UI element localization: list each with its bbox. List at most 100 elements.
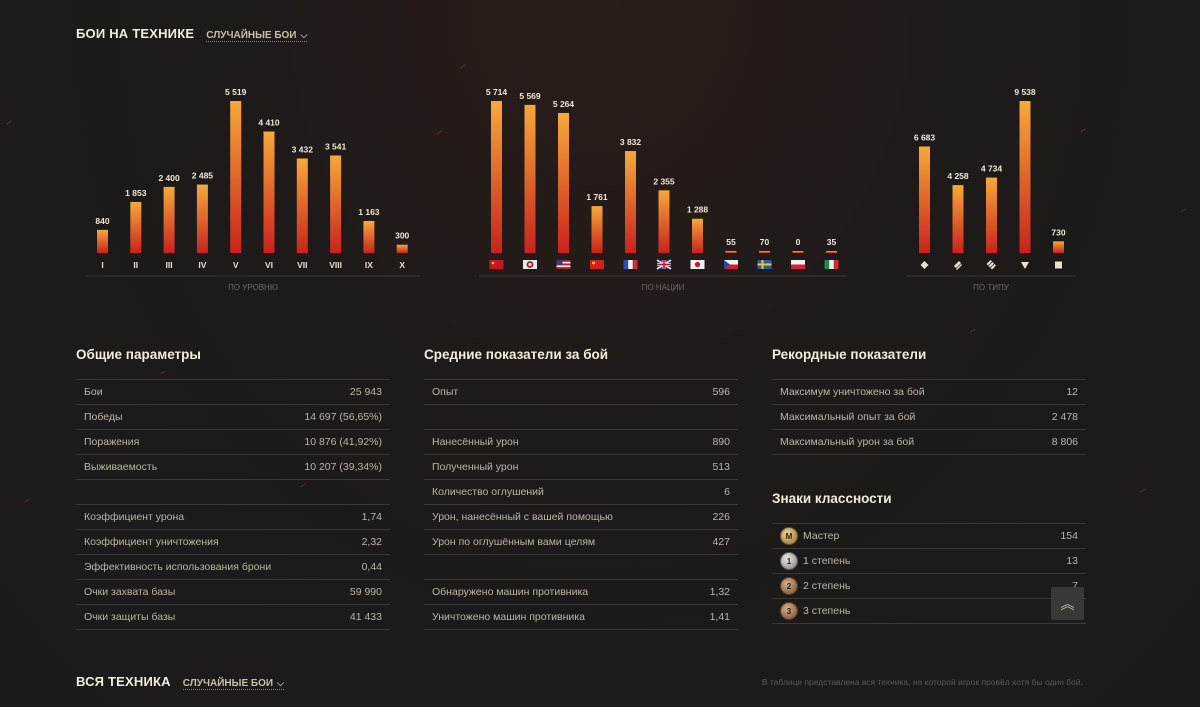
class-2-badge-icon: 2: [780, 577, 798, 595]
chart-bar[interactable]: [759, 251, 770, 253]
chart-bar[interactable]: [491, 101, 502, 253]
chart-bar[interactable]: [658, 190, 670, 253]
row-spacer: [424, 555, 738, 580]
mastery-row: 2 2 степень 7: [772, 574, 1086, 599]
stat-value: 10 876 (41,92%): [304, 436, 382, 448]
japan-flag: [690, 260, 705, 269]
stat-label: Максимальный опыт за бой: [780, 411, 916, 423]
ember-decoration: [6, 120, 12, 125]
stat-row: Эффективность использования брони 0,44: [76, 555, 390, 580]
chart-bar[interactable]: [591, 206, 603, 253]
bar-value-label: 2 355: [653, 176, 675, 186]
bar-value-label: 1 853: [125, 188, 147, 198]
stat-label: Обнаружено машин противника: [432, 586, 589, 598]
tier-chart-svg: 840 I 1 853 II 2 400 III 2 485 IV 5 519 V 4 410 VI 3…: [86, 87, 420, 277]
chart-bar[interactable]: [1053, 241, 1064, 253]
chart-bar[interactable]: [558, 112, 569, 253]
chart-caption: ПО УРОВНЮ: [228, 283, 278, 292]
stat-value: 12: [1066, 386, 1078, 398]
stat-value: 6: [724, 486, 730, 498]
chart-bar[interactable]: [396, 244, 408, 253]
sweden-flag: [757, 260, 772, 269]
chart-caption: ПО ТИПУ: [973, 283, 1009, 292]
tier-tick-label: IX: [365, 260, 373, 270]
stat-value: 513: [712, 461, 730, 473]
chart-bar[interactable]: [919, 146, 930, 253]
mastery-row: 1 1 степень 13: [772, 549, 1086, 574]
bar-value-label: 5 714: [486, 87, 508, 97]
stat-row: Победы 14 697 (56,65%): [76, 405, 390, 430]
chart-bar[interactable]: [363, 220, 375, 253]
bar-value-label: 1 163: [358, 207, 380, 217]
battle-mode-dropdown[interactable]: СЛУЧАЙНЫЕ БОИ ⌵: [206, 30, 308, 42]
stat-row: Опыт 596: [424, 380, 738, 405]
scroll-to-top-button[interactable]: ︽: [1051, 587, 1084, 620]
chart-by-type: 6 683 4 258 4 734 9 538 730 ПО ТИПУ: [906, 70, 1076, 292]
panel-title: Средние показатели за бой: [424, 347, 609, 362]
stat-row: Очки защиты базы 41 433: [76, 605, 390, 630]
bar-value-label: 5 569: [519, 91, 541, 101]
chart-bar[interactable]: [230, 101, 242, 253]
france-flag: [623, 260, 638, 269]
stat-value: 1,74: [361, 511, 382, 523]
chart-by-tier: 840 I 1 853 II 2 400 III 2 485 IV 5 519 V 4 410 VI 3…: [86, 70, 420, 292]
chart-bar[interactable]: [97, 229, 108, 253]
stat-value: 427: [712, 536, 730, 548]
stat-label: Очки захвата базы: [84, 586, 176, 598]
panel-title: Знаки классности: [772, 491, 892, 506]
stat-label: Урон по оглушённым вами целям: [432, 536, 596, 548]
stat-value: 154: [1060, 530, 1078, 542]
mastery-badge-icon: M: [780, 527, 798, 545]
chart-bar[interactable]: [524, 104, 536, 253]
stat-row: Бои 25 943: [76, 380, 390, 405]
uk-flag: [656, 259, 672, 270]
bar-value-label: 55: [726, 237, 736, 247]
chart-bar[interactable]: [986, 177, 997, 253]
stat-row: Поражения 10 876 (41,92%): [76, 430, 390, 455]
stat-label: Мастер: [803, 530, 840, 542]
chevron-down-icon: ⌵: [277, 678, 284, 688]
bar-value-label: 4 410: [258, 118, 280, 128]
stat-row: Очки захвата базы 59 990: [76, 580, 390, 605]
stat-label: Эффективность использования брони: [84, 561, 272, 573]
chart-bar[interactable]: [196, 184, 208, 253]
stat-label: Выживаемость: [84, 461, 158, 473]
chart-bar[interactable]: [692, 218, 703, 253]
chart-bar[interactable]: [330, 155, 342, 253]
chart-bar[interactable]: [163, 186, 175, 253]
bar-value-label: 70: [760, 237, 770, 247]
chart-bar[interactable]: [826, 251, 837, 253]
battle-mode-label: СЛУЧАЙНЫЕ БОИ: [206, 30, 297, 41]
bar-value-label: 6 683: [914, 132, 936, 142]
chart-bar[interactable]: [725, 251, 737, 253]
tier-tick-label: II: [133, 260, 138, 270]
general-stats-panel: Общие параметры Бои 25 943 Победы 14 697 (…: [76, 347, 390, 630]
bar-value-label: 5 519: [225, 87, 247, 97]
tier-tick-label: III: [166, 260, 173, 270]
nation-chart-svg: 5 714 5 569 5 264 1 761 3 832 2 355 1 288 55 70 0…: [479, 87, 847, 277]
chart-bar[interactable]: [296, 158, 308, 253]
bar-value-label: 3 432: [292, 144, 314, 154]
bar-value-label: 35: [827, 237, 837, 247]
mastery-row: M Мастер 154: [772, 524, 1086, 549]
stat-value: 2,32: [361, 536, 382, 548]
chart-bar[interactable]: [625, 151, 636, 253]
chart-bar[interactable]: [263, 131, 275, 253]
chart-bar[interactable]: [1019, 101, 1031, 253]
ussr-flag: [489, 260, 504, 269]
stat-row: Максимальный урон за бой 8 806: [772, 430, 1086, 455]
stat-row: Полученный урон 513: [424, 455, 738, 480]
battle-mode-label: СЛУЧАЙНЫЕ БОИ: [182, 678, 274, 689]
chart-bar[interactable]: [792, 251, 804, 253]
stat-label: 1 степень: [803, 555, 851, 567]
section-title: БОИ НА ТЕХНИКЕ: [76, 26, 195, 41]
bar-value-label: 730: [1051, 227, 1065, 237]
chart-bar[interactable]: [130, 201, 142, 253]
stat-value: 41 433: [349, 611, 382, 623]
ember-decoration: [1080, 128, 1086, 133]
stat-row: Максимальный опыт за бой 2 478: [772, 405, 1086, 430]
stat-row: Максимум уничтожено за бой 12: [772, 380, 1086, 405]
battle-mode-dropdown[interactable]: СЛУЧАЙНЫЕ БОИ ⌵: [182, 678, 284, 690]
stat-label: 3 степень: [803, 605, 851, 617]
chart-bar[interactable]: [952, 185, 964, 253]
